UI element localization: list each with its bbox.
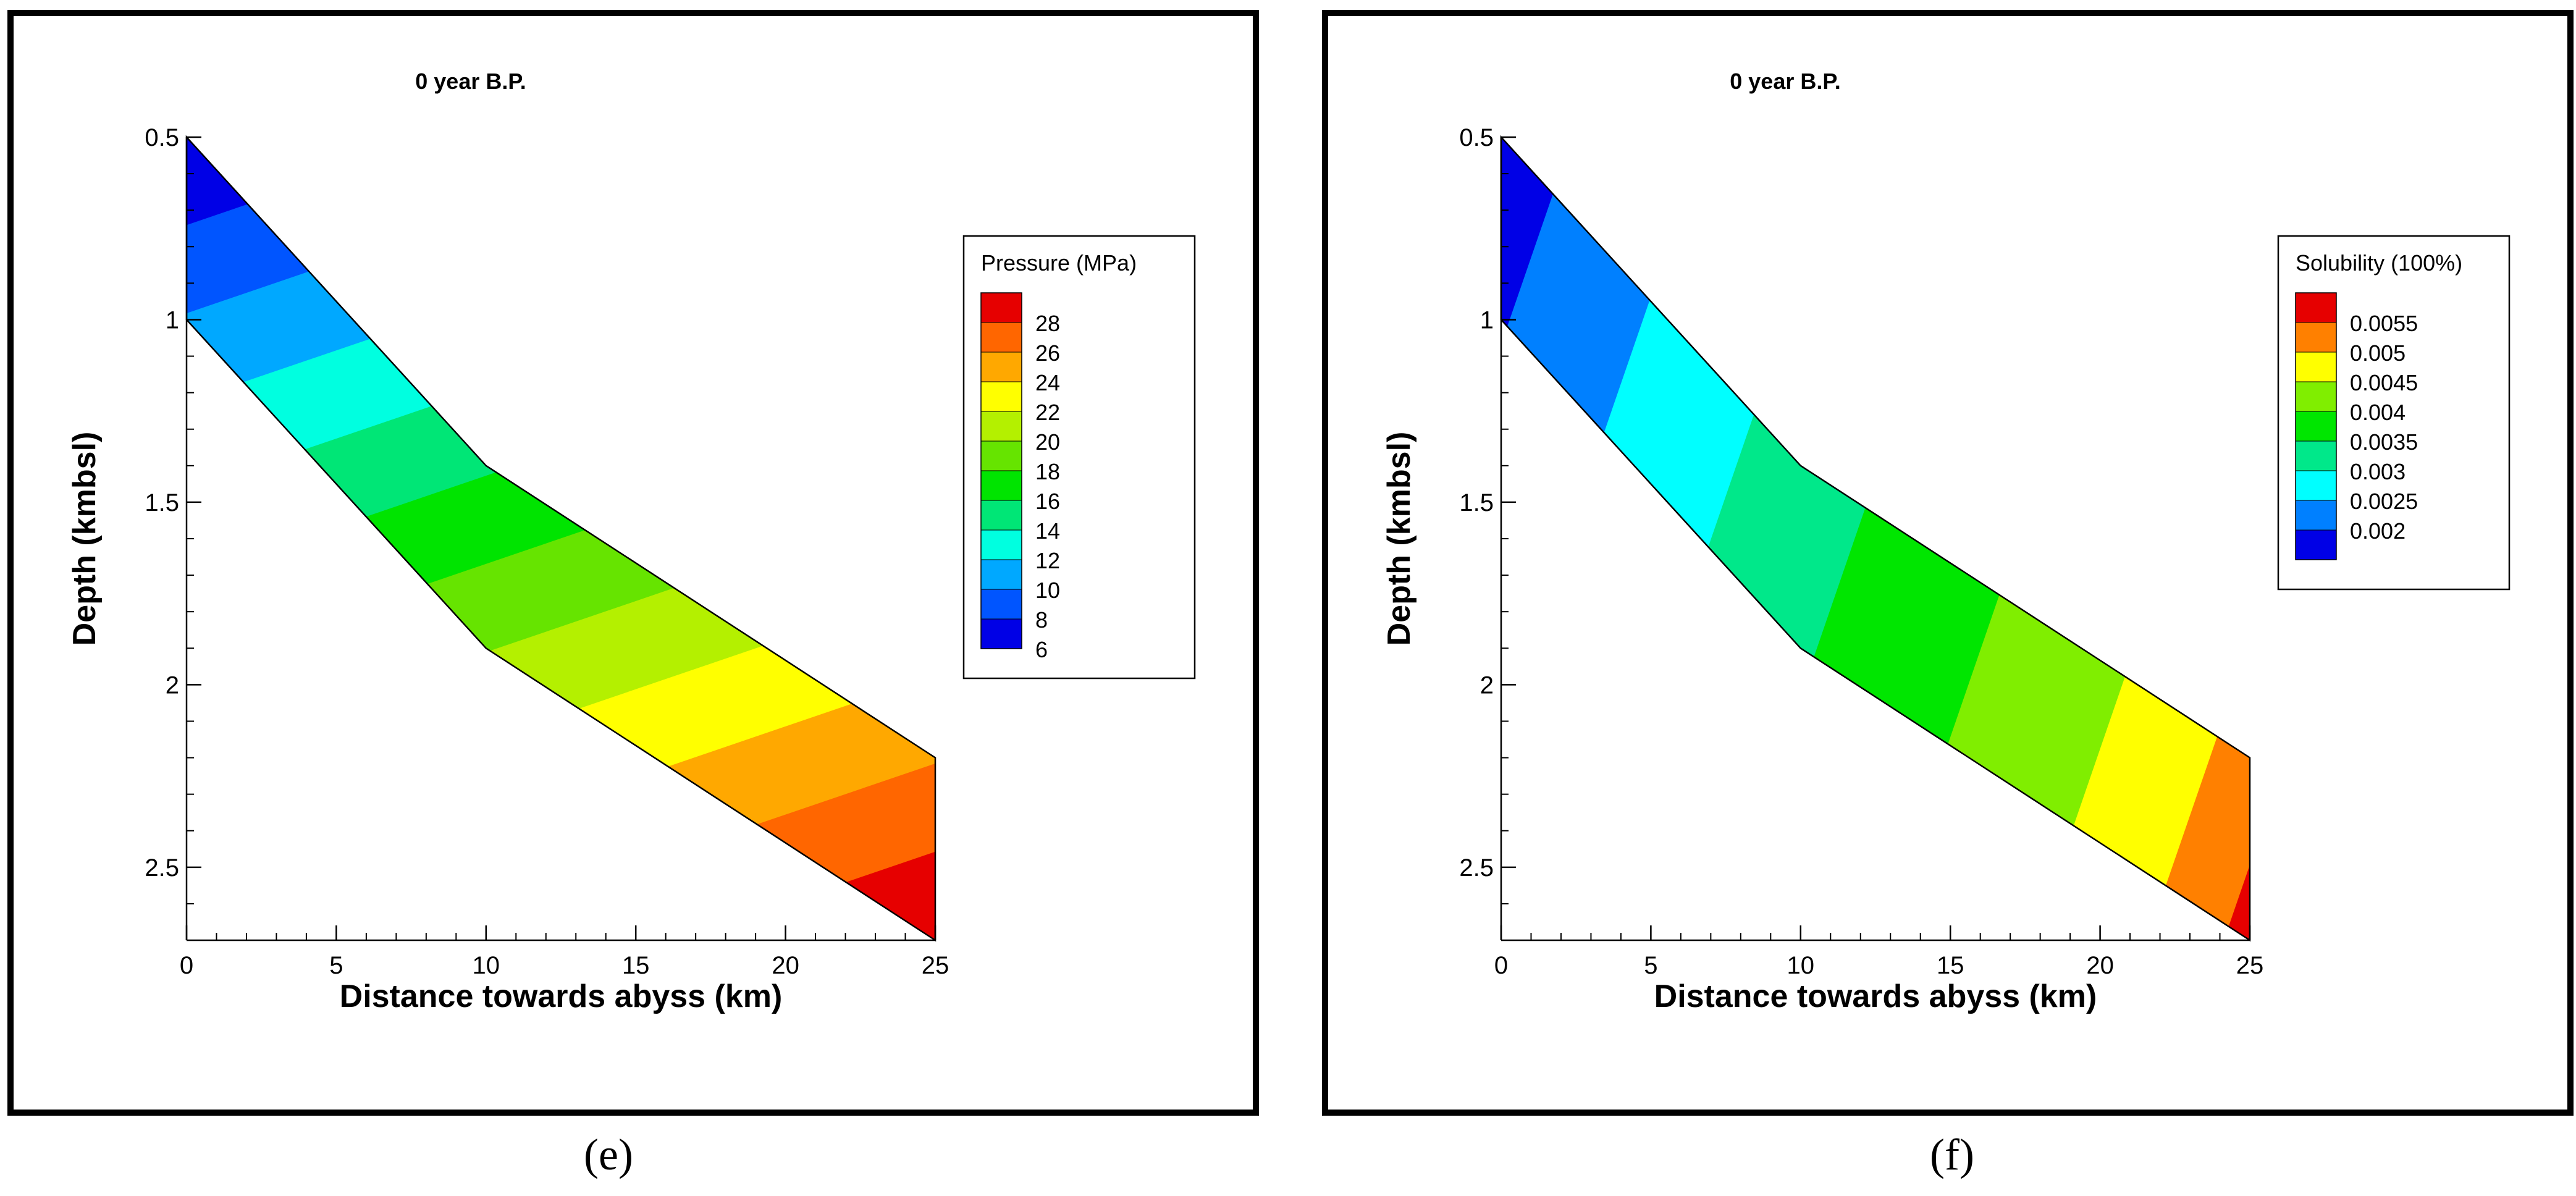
pressure-legend-title: Pressure (MPa): [981, 250, 1137, 276]
pressure-legend-swatch: [981, 500, 1022, 530]
pressure-title: 0 year B.P.: [415, 69, 526, 94]
solubility-y-tick-label: 2: [1480, 672, 1494, 699]
pressure-x-tick-label: 20: [772, 952, 799, 979]
pressure-legend-label: 10: [1035, 578, 1060, 603]
pressure-legend-swatch: [981, 589, 1022, 619]
pressure-y-tick-label: 0.5: [145, 124, 179, 151]
pressure-legend-swatch: [981, 352, 1022, 382]
pressure-x-tick-label: 15: [622, 952, 650, 979]
solubility-x-tick-label: 20: [2086, 952, 2114, 979]
pressure-legend-label: 26: [1035, 340, 1060, 366]
solubility-legend-swatch: [2296, 352, 2336, 382]
solubility-legend-label: 0.004: [2350, 400, 2406, 425]
panel-caption-e: (e): [584, 1130, 633, 1179]
solubility-legend-swatch: [2296, 411, 2336, 441]
solubility-x-tick-label: 15: [1937, 952, 1964, 979]
solubility-legend-swatch: [2296, 500, 2336, 530]
solubility-legend-label: 0.0045: [2350, 370, 2418, 395]
pressure-legend-swatch: [981, 471, 1022, 500]
solubility-chart: 0 5 10 15 20 25 0.5 1 1.5 2 2.5 Distance towards ab…: [1381, 69, 2511, 1014]
solubility-y-tick-label: 2.5: [1459, 854, 1494, 882]
solubility-legend: Solubility (100%) 0.0055 0.005 0.0045 0.004 0…: [2277, 235, 2511, 591]
solubility-legend-swatch: [2296, 382, 2336, 411]
solubility-x-axis-label: Distance towards abyss (km): [1654, 979, 2097, 1014]
solubility-legend-label: 0.003: [2350, 459, 2406, 484]
pressure-y-tick-label: 2: [166, 672, 179, 699]
pressure-legend-swatch: [981, 560, 1022, 589]
solubility-legend-bar-frame: [2295, 292, 2337, 560]
pressure-legend-label: 12: [1035, 548, 1060, 573]
pressure-legend-swatch: [981, 293, 1022, 322]
solubility-x-tick-label: 0: [1494, 952, 1508, 979]
solubility-legend-label: 0.0025: [2350, 489, 2418, 514]
solubility-legend-swatch: [2296, 293, 2336, 322]
solubility-legend-swatch: [2296, 530, 2336, 560]
pressure-x-tick-label: 0: [180, 952, 193, 979]
pressure-legend-label: 28: [1035, 311, 1060, 336]
pressure-legend-label: 24: [1035, 370, 1060, 395]
solubility-x-tick-label: 5: [1644, 952, 1657, 979]
solubility-y-tick-label: 1.5: [1459, 489, 1494, 516]
pressure-legend-label: 6: [1035, 637, 1048, 662]
pressure-legend-swatch: [981, 441, 1022, 471]
solubility-legend-label: 0.0035: [2350, 429, 2418, 455]
panel-caption-f: (f): [1930, 1130, 1974, 1179]
pressure-legend-swatch: [981, 411, 1022, 441]
pressure-x-tick-label: 25: [922, 952, 949, 979]
pressure-chart: 0 5 10 15 20 25 0.5 1 1.5 2 2.5 Distance towards ab…: [67, 69, 1196, 1014]
solubility-x-tick-label: 10: [1787, 952, 1815, 979]
pressure-legend-label: 18: [1035, 459, 1060, 484]
solubility-y-tick-label: 0.5: [1459, 124, 1494, 151]
solubility-contour-bands: [1501, 136, 2250, 941]
solubility-legend-swatch: [2296, 471, 2336, 500]
solubility-x-tick-label: 25: [2236, 952, 2264, 979]
pressure-legend-label: 20: [1035, 429, 1060, 455]
pressure-x-tick-label: 10: [473, 952, 500, 979]
pressure-y-tick-label: 1: [166, 306, 179, 334]
solubility-legend-label: 0.0055: [2350, 311, 2418, 336]
solubility-legend-label: 0.005: [2350, 340, 2406, 366]
solubility-y-axis-label: Depth (kmbsl): [1381, 432, 1417, 646]
pressure-legend-label: 22: [1035, 400, 1060, 425]
pressure-contour-bands: [186, 136, 936, 941]
pressure-y-tick-label: 1.5: [145, 489, 179, 516]
pressure-legend-label: 8: [1035, 607, 1048, 633]
pressure-legend-swatch: [981, 322, 1022, 352]
pressure-x-axis-label: Distance towards abyss (km): [340, 979, 783, 1014]
solubility-title: 0 year B.P.: [1730, 69, 1840, 94]
pressure-x-tick-label: 5: [329, 952, 343, 979]
pressure-legend-swatch: [981, 530, 1022, 560]
pressure-legend-label: 16: [1035, 489, 1060, 514]
solubility-panel: 0 5 10 15 20 25 0.5 1 1.5 2 2.5 Distance towards ab…: [1322, 10, 2574, 1116]
pressure-legend-swatch: [981, 382, 1022, 411]
pressure-legend-swatch: [981, 619, 1022, 649]
solubility-legend-swatch: [2296, 441, 2336, 471]
pressure-y-tick-label: 2.5: [145, 854, 179, 882]
solubility-legend-label: 0.002: [2350, 518, 2406, 544]
pressure-panel: 0 5 10 15 20 25 0.5 1 1.5 2 2.5 Distance towards ab…: [7, 10, 1259, 1116]
pressure-y-axis-label: Depth (kmbsl): [67, 432, 103, 646]
solubility-legend-swatch: [2296, 322, 2336, 352]
solubility-y-tick-label: 1: [1480, 306, 1494, 334]
solubility-legend-title: Solubility (100%): [2296, 250, 2462, 276]
pressure-legend-label: 14: [1035, 518, 1060, 544]
pressure-legend: Pressure (MPa) 28 26 24 22 20 18 16 14 12 10 8 6: [962, 235, 1196, 680]
